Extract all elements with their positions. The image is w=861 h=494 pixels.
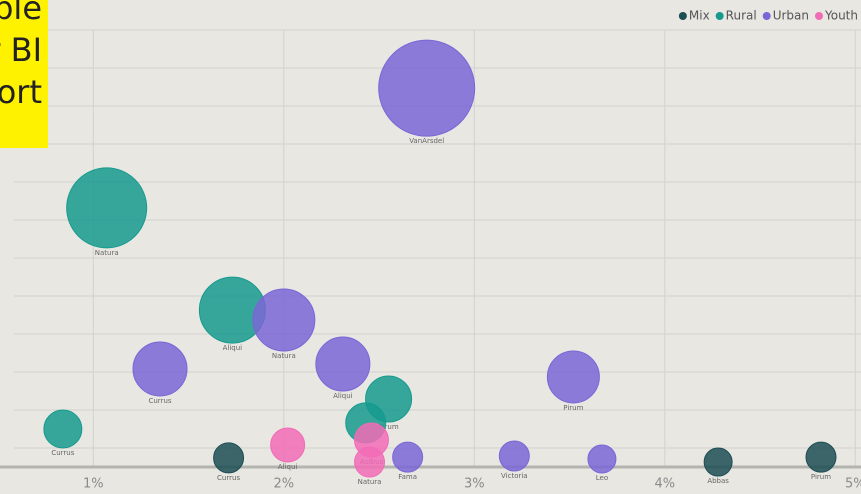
bubble-label: Abbas (707, 477, 729, 485)
bubble (546, 350, 600, 404)
bubble-label: Leo (596, 474, 608, 482)
x-tick-label: 1% (83, 477, 104, 492)
x-tick-label: 3% (464, 477, 485, 492)
bubble (132, 341, 188, 397)
title-fragment: ble (0, 0, 42, 27)
bubble-label: Aliqui (223, 344, 243, 352)
bubble (703, 447, 733, 477)
bubble-label: Fama (398, 473, 417, 481)
bubble (270, 427, 306, 463)
bubble (43, 409, 83, 449)
bubble-label: Pirum (563, 404, 583, 412)
bubble (392, 441, 424, 473)
x-tick-label: 4% (654, 477, 675, 492)
legend-label: Youth (824, 9, 858, 23)
bubble-label: Natura (272, 352, 296, 360)
bubble-label: Currus (148, 397, 171, 405)
legend-marker (815, 12, 823, 20)
bubble-label: Natura (358, 478, 382, 486)
x-tick-label: 2% (274, 477, 295, 492)
bubble (252, 288, 316, 352)
bubble-label: VanArsdel (409, 137, 444, 145)
bubble (378, 39, 476, 137)
bubble (66, 167, 148, 249)
bubble-label: Currus (51, 449, 74, 457)
bubble (498, 440, 530, 472)
title-highlight (0, 0, 48, 148)
bubble-label: Aliqui (278, 463, 298, 471)
bubble-label: Aliqui (333, 392, 353, 400)
bubble-label: Currus (217, 474, 240, 482)
legend-marker (678, 12, 687, 20)
legend-label: Urban (773, 9, 809, 23)
bubble-label: Natura (95, 249, 119, 257)
legend-marker (762, 12, 771, 20)
legend-label: Mix (689, 9, 710, 23)
bubble (354, 446, 386, 478)
bubble (587, 444, 617, 474)
bubble (213, 442, 245, 474)
bubble (805, 441, 837, 473)
bubble-label: Pirum (379, 423, 399, 431)
title-fragment: ort (0, 73, 42, 111)
bubble-label: Pirum (811, 473, 831, 481)
x-tick-label: 5% (845, 477, 861, 492)
bubble-label: Victoria (501, 472, 528, 480)
legend-marker (715, 12, 724, 20)
bubble (315, 336, 371, 392)
title-fragment: r BI (0, 31, 42, 69)
legend-label: Rural (726, 9, 757, 23)
